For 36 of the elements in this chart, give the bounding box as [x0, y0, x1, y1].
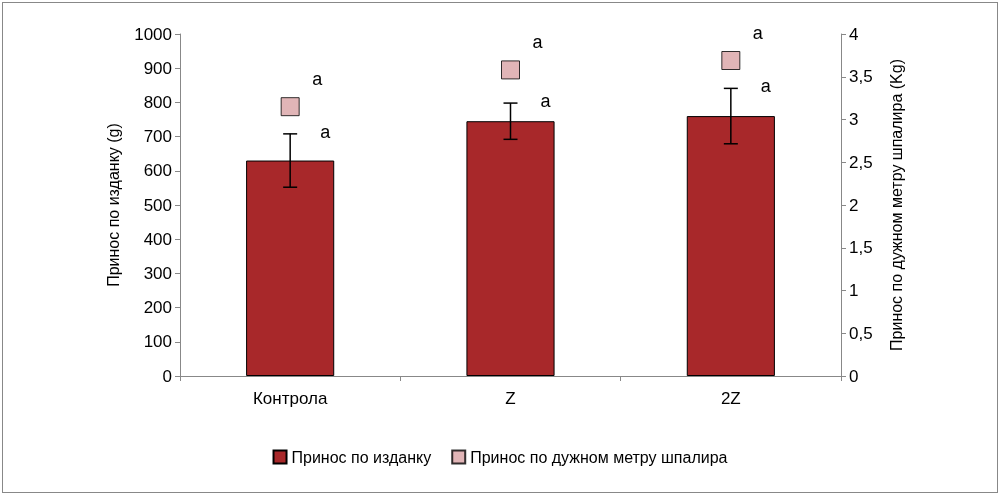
- y-tick-label: 400: [143, 229, 172, 249]
- point: [501, 60, 520, 80]
- y2-tick-label: 1,5: [849, 238, 873, 258]
- y2-tick-label: 2,5: [849, 152, 873, 172]
- y-tick-label: 200: [143, 298, 172, 318]
- y2-tick-label: 0,5: [849, 323, 873, 343]
- y2-axis-title: Принос по дужном метру шпалира (Kg): [887, 59, 905, 351]
- annotation: a: [760, 76, 772, 97]
- y-tick-label: 0: [162, 366, 172, 386]
- annotation: a: [312, 68, 324, 89]
- y-axis-title: Принос по изданку (g): [104, 123, 122, 287]
- y-tick-label: 300: [143, 263, 172, 283]
- x-tick-label: Z: [505, 389, 516, 408]
- point: [721, 51, 741, 71]
- y-tick-label: 900: [143, 58, 172, 78]
- x-tick-label: Контрола: [252, 389, 328, 408]
- y2-tick-label: 1: [849, 281, 859, 300]
- annotation: a: [752, 22, 764, 43]
- y2-tick-label: 0: [849, 366, 859, 386]
- legend-label: Принос по изданку: [291, 448, 432, 466]
- y-tick-label: 800: [143, 92, 172, 112]
- y2-tick-label: 3,5: [849, 67, 873, 87]
- y2-tick-label: 3: [849, 110, 859, 129]
- y-tick-label: 100: [143, 332, 172, 352]
- y-tick-label: 500: [143, 195, 172, 215]
- x-tick-label: 2Z: [720, 389, 741, 408]
- y2-tick-label: 4: [849, 24, 859, 44]
- legend-label: Принос по дужном метру шпалира: [470, 448, 728, 466]
- annotation: a: [532, 31, 544, 52]
- y2-tick-label: 2: [849, 195, 859, 215]
- y-tick-label: 700: [143, 127, 172, 147]
- annotation: a: [540, 91, 552, 112]
- annotation: a: [320, 121, 332, 142]
- y-tick-label: 600: [143, 161, 172, 181]
- point: [280, 97, 300, 117]
- y-tick-label: 1000: [134, 24, 172, 44]
